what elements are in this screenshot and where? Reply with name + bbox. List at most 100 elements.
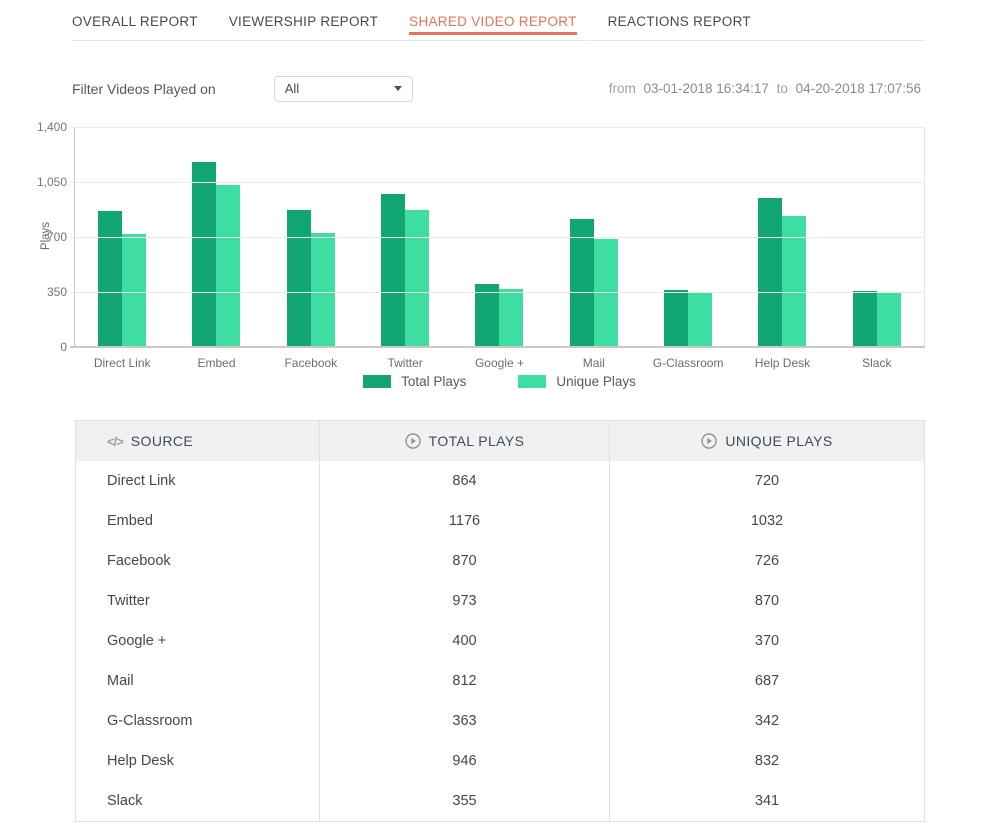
total-plays-bar [381,194,406,347]
source-cell: Twitter [76,581,320,621]
unique-plays-cell: 370 [754,633,780,649]
bar-group-help-desk: Help Desk [735,127,829,370]
gridline [71,182,924,183]
y-axis-tick: 0 [60,340,67,354]
total-plays-bar [664,290,689,347]
y-axis-tick: 1,050 [36,175,67,189]
source-cell: Mail [76,661,320,701]
play-circle-icon [404,433,421,449]
table-row-help-desk: Help Desk 946 832 [76,741,924,781]
source-cell: Google + [76,621,320,661]
unique-plays-bar [405,210,430,347]
table-row-twitter: Twitter 973 870 [76,581,924,621]
unique-plays-bar [310,233,335,347]
table-row-slack: Slack 355 341 [76,781,924,821]
column-header-unique-plays: UNIQUE PLAYS [610,421,924,461]
total-plays-cell: 1176 [320,501,610,541]
gridline [71,292,924,293]
play-circle-icon [701,433,718,449]
legend-item-unique-plays: Unique Plays [518,374,636,389]
y-axis-tick: 350 [46,285,67,299]
x-axis-category-label: Google + [474,356,524,370]
gridline [71,127,924,128]
tab-reactions-report[interactable]: REACTIONS REPORT [607,14,751,29]
column-header-label: SOURCE [130,433,194,449]
legend-swatch [518,375,547,388]
table-row-embed: Embed 1176 1032 [76,501,924,541]
x-axis-category-label: Embed [197,356,236,370]
filter-dropdown-value: All [284,81,300,96]
unique-plays-cell: 832 [754,753,780,769]
unique-plays-cell: 342 [754,713,780,729]
date-to-value: 04-20-2018 17:07:56 [795,81,921,96]
bar-group-embed: Embed [169,127,263,370]
source-cell: Help Desk [76,741,320,781]
x-axis-category-label: Twitter [387,356,423,370]
unique-plays-bar [593,239,618,347]
unique-plays-cell: 1032 [750,513,784,529]
bar-group-facebook: Facebook [264,127,358,370]
x-axis-baseline [70,346,925,348]
table-row-facebook: Facebook 870 726 [76,541,924,581]
table-row-direct-link: Direct Link 864 720 [76,461,924,501]
total-plays-cell: 870 [320,541,610,581]
bar-group-g-classroom: G-Classroom [641,127,735,370]
column-header-label: UNIQUE PLAYS [725,433,833,449]
source-cell: Embed [76,501,320,541]
column-header-total-plays: TOTAL PLAYS [320,421,610,461]
code-icon: </> [107,434,124,449]
column-header-label: TOTAL PLAYS [428,433,525,449]
unique-plays-bar [876,293,901,347]
date-range: from 03-01-2018 16:34:17 to 04-20-2018 1… [609,81,925,96]
total-plays-bar [98,211,123,347]
legend-label: Unique Plays [556,374,636,389]
total-plays-cell: 973 [320,581,610,621]
filter-bar: Filter Videos Played on All from 03-01-2… [72,75,925,102]
x-axis-category-label: Help Desk [754,356,811,370]
table-header-row: </> SOURCE TOTAL PLAYS UNIQUE PLAYS [76,421,924,461]
unique-plays-cell: 870 [754,593,780,609]
legend-item-total-plays: Total Plays [363,374,466,389]
table-row-mail: Mail 812 687 [76,661,924,701]
source-cell: Direct Link [76,461,320,501]
tab-shared-video-report[interactable]: SHARED VIDEO REPORT [409,14,578,40]
legend-label: Total Plays [401,374,467,389]
total-plays-cell: 355 [320,781,610,821]
legend-swatch [363,375,392,388]
total-plays-bar [852,291,877,347]
chevron-down-icon [393,86,402,91]
x-axis-category-label: Mail [582,356,605,370]
total-plays-cell: 864 [320,461,610,501]
unique-plays-bar [122,234,147,347]
tab-overall-report[interactable]: OVERALL REPORT [72,14,198,29]
unique-plays-bar [499,289,524,347]
chart-legend: Total Plays Unique Plays [0,374,999,389]
total-plays-cell: 946 [320,741,610,781]
plays-bar-chart: Plays Direct Link Embed Facebook Twitter Goo… [0,118,999,398]
filter-label: Filter Videos Played on [72,80,216,97]
table-row-g-classroom: G-Classroom 363 342 [76,701,924,741]
total-plays-cell: 400 [320,621,610,661]
total-plays-bar [475,284,500,347]
bar-group-slack: Slack [830,127,924,370]
report-tabs: OVERALL REPORT VIEWERSHIP REPORT SHARED VI… [72,0,925,41]
total-plays-bar [286,210,311,347]
source-cell: Slack [76,781,320,821]
unique-plays-bar [782,216,807,347]
unique-plays-cell: 687 [754,673,780,689]
chart-plot-area: Direct Link Embed Facebook Twitter Google + M… [37,120,925,370]
filter-dropdown[interactable]: All [273,75,413,102]
source-table: </> SOURCE TOTAL PLAYS UNIQUE PLAYS Direct … [75,420,925,822]
x-axis-category-label: Slack [862,356,892,370]
y-axis-tick: 1,400 [36,120,67,134]
source-cell: Facebook [76,541,320,581]
unique-plays-bar [216,185,241,347]
bar-group-google: Google + [452,127,546,370]
tab-viewership-report[interactable]: VIEWERSHIP REPORT [228,14,379,29]
total-plays-bar [569,219,594,347]
y-axis-tick: 700 [46,230,67,244]
bar-group-direct-link: Direct Link [75,127,169,370]
total-plays-bar [758,198,783,347]
unique-plays-cell: 341 [754,793,780,809]
date-to-label: to [776,81,788,96]
